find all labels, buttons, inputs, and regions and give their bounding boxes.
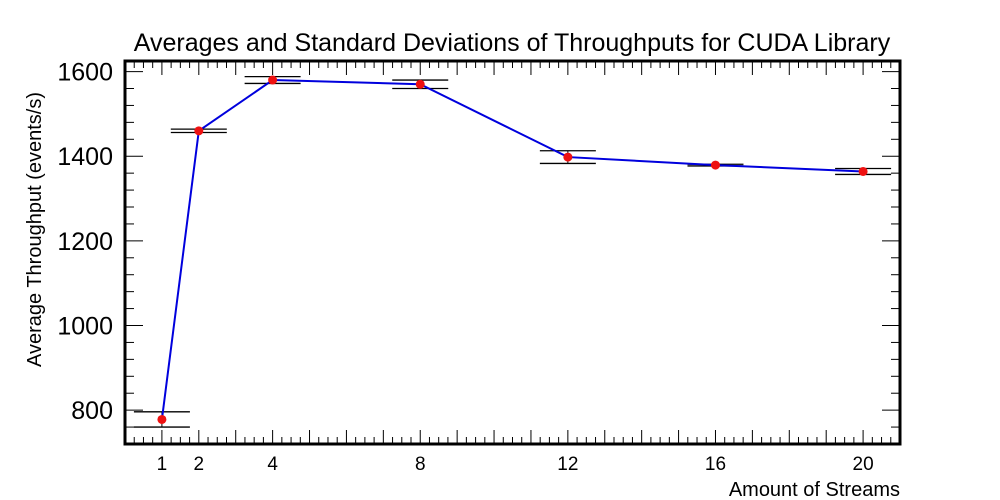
- data-point: [710, 160, 720, 170]
- data-point: [858, 166, 868, 176]
- y-tick-label: 800: [71, 397, 113, 425]
- x-tick-label: 2: [194, 454, 205, 475]
- chart-title: Averages and Standard Deviations of Thro…: [134, 29, 891, 57]
- data-point: [563, 152, 573, 162]
- data-point: [415, 79, 425, 89]
- series-line-layer: [160, 79, 864, 420]
- data-point: [268, 75, 278, 85]
- x-tick-label: 16: [705, 454, 726, 475]
- data-point: [194, 126, 204, 136]
- series-line: [160, 79, 864, 420]
- y-tick-label: 1600: [57, 59, 113, 87]
- y-tick-label: 1200: [57, 228, 113, 256]
- data-points: [157, 75, 868, 424]
- x-axis-label: Amount of Streams: [729, 479, 900, 500]
- plot-frame: [123, 59, 902, 446]
- x-tick-label: 4: [267, 454, 278, 475]
- data-point: [157, 414, 167, 424]
- axis-ticks: [124, 61, 901, 445]
- x-tick-label: 12: [557, 454, 578, 475]
- x-tick-label: 20: [853, 454, 874, 475]
- x-tick-label: 8: [415, 454, 426, 475]
- y-tick-label: 1000: [57, 313, 113, 341]
- y-axis-label: Average Throughput (events/s): [24, 92, 46, 367]
- x-tick-label: 1: [157, 454, 168, 475]
- y-tick-label: 1400: [57, 143, 113, 171]
